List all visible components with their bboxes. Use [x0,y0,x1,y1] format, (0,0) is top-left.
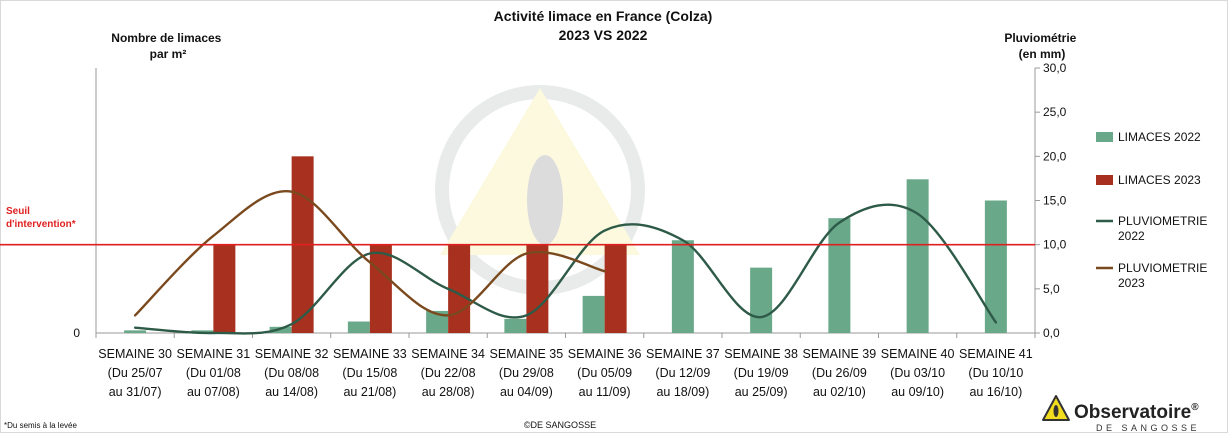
x-axis-category-label: SEMAINE 40 (Du 03/10 au 09/10) [881,347,955,399]
line-pluviometrie-2023 [133,190,606,317]
logo-tagline: DE SANGOSSE [1096,423,1200,433]
legend-label: LIMACES 2023 [1118,173,1201,187]
x-axis-category-label: SEMAINE 34 (Du 22/08 au 28/08) [411,347,485,399]
legend-label: LIMACES 2022 [1118,130,1201,144]
right-axis-tick-label: 30,0 [1043,61,1067,75]
footnote: *Du semis à la levée [4,421,77,430]
x-axis-category-label: SEMAINE 39 (Du 26/09 au 02/10) [803,347,877,399]
threshold-label: Seuil d'intervention* [6,206,76,230]
x-axis-category-label: SEMAINE 33 (Du 15/08 au 21/08) [333,347,407,399]
legend-swatch [1096,175,1113,185]
x-axis-category-label: SEMAINE 36 (Du 05/09 au 11/09) [568,347,642,399]
warning-slug-icon [1042,395,1070,421]
bar-limaces-2022 [671,240,694,333]
right-axis-tick-label: 10,0 [1043,238,1067,252]
left-axis-tick: 0 [73,326,80,340]
chart-title: Activité limace en France (Colza) [494,8,713,24]
bar-limaces-2022 [124,330,147,333]
chart-subtitle: 2023 VS 2022 [559,27,648,43]
right-axis-tick-label: 5,0 [1043,282,1060,296]
bar-limaces-2023 [213,244,236,333]
bar-limaces-2023 [369,244,392,333]
copyright: ©DE SANGOSSE [524,420,596,430]
right-axis-tick-label: 25,0 [1043,105,1067,119]
right-axis-tick-label: 0,0 [1043,326,1060,340]
x-axis-category-label: SEMAINE 41 (Du 10/10 au 16/10) [959,347,1033,399]
logo-registered: ® [1191,402,1199,413]
bar-limaces-2022 [984,200,1007,333]
observatoire-logo: Observatoire® DE SANGOSSE [1042,395,1200,433]
left-axis-label: Nombre de limaces par m² [111,31,224,61]
x-axis-category-label: SEMAINE 31 (Du 01/08 au 07/08) [177,347,251,399]
bar-limaces-2022 [906,179,929,333]
x-axis-category-label: SEMAINE 30 (Du 25/07 au 31/07) [98,347,172,399]
legend-label: PLUVIOMETRIE 2023 [1118,261,1207,290]
bar-limaces-2023 [526,244,549,333]
bar-limaces-2022 [191,330,214,333]
line-pluviometrie-2022 [133,203,998,335]
bar-limaces-2022 [504,318,527,333]
bar-limaces-2022 [582,295,605,333]
legend-swatch [1096,132,1113,142]
x-axis-category-label: SEMAINE 37 (Du 12/09 au 18/09) [646,347,720,399]
bar-limaces-2022 [828,218,851,333]
logo-name: Observatoire® [1074,402,1199,423]
x-axis-category-label: SEMAINE 38 (Du 19/09 au 25/09) [724,347,798,399]
bar-limaces-2023 [604,244,627,333]
legend-label: PLUVIOMETRIE 2022 [1118,214,1207,243]
right-axis-tick-label: 20,0 [1043,149,1067,163]
bar-limaces-2023 [448,244,471,333]
x-axis-category-label: SEMAINE 32 (Du 08/08 au 14/08) [255,347,329,399]
bar-limaces-2022 [750,267,773,333]
right-axis-tick-label: 15,0 [1043,194,1067,208]
right-axis-label: Pluviométrie (en mm) [1004,31,1079,61]
bar-limaces-2022 [426,310,449,333]
bar-limaces-2022 [347,321,370,333]
x-axis-category-label: SEMAINE 35 (Du 29/08 au 04/09) [490,347,564,399]
